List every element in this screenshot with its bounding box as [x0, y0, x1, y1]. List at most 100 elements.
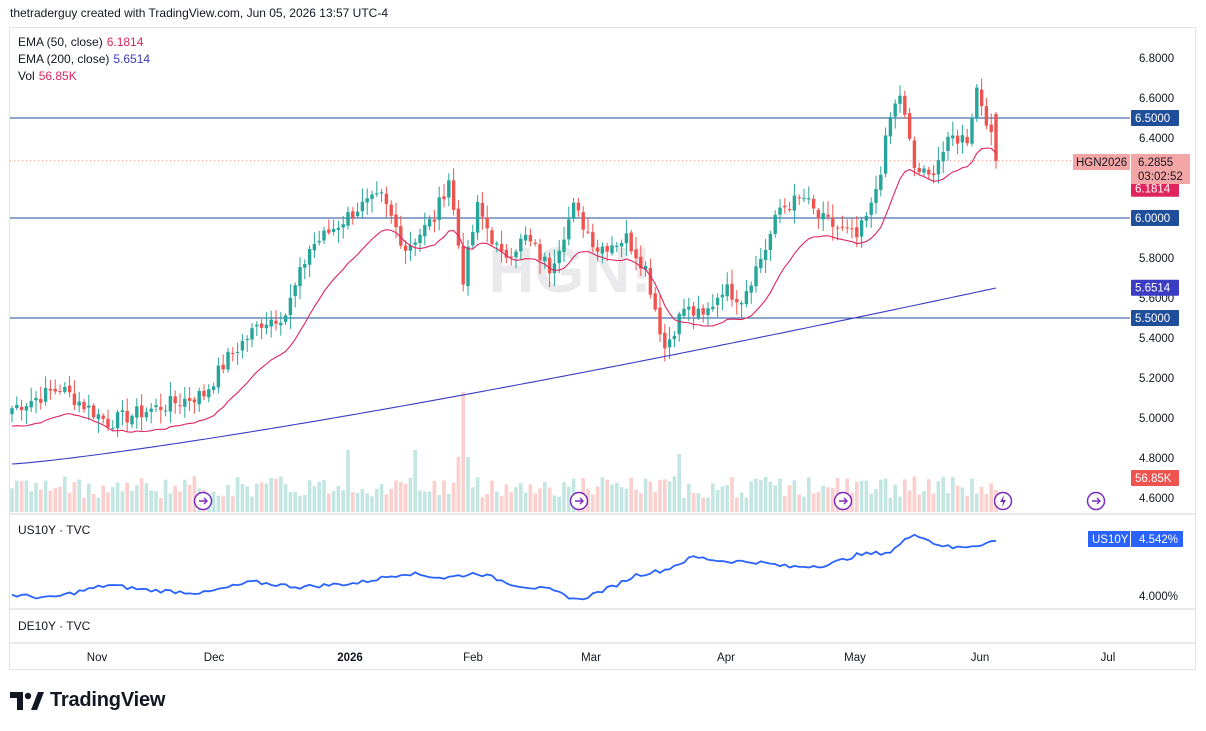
candle-body: [202, 390, 206, 397]
candle-body: [538, 244, 542, 261]
candle-body: [178, 405, 182, 407]
volume-bar: [687, 484, 691, 512]
candle-body: [235, 351, 240, 353]
de10y-pane-title[interactable]: DE10Y · TVC: [18, 619, 91, 633]
candle-body: [365, 198, 369, 203]
candle-body: [101, 415, 105, 419]
candle-body: [423, 225, 427, 237]
time-axis-label: Jun: [971, 652, 990, 664]
volume-bar: [807, 477, 811, 512]
us10y-pane-title[interactable]: US10Y · TVC: [18, 523, 91, 537]
volume-bar: [427, 491, 432, 512]
candle-body: [231, 352, 235, 354]
volume-bar: [778, 478, 782, 512]
candle-body: [135, 406, 139, 418]
volume-bar: [192, 476, 197, 512]
volume-bar: [125, 482, 129, 512]
level-tag-bg: [1131, 110, 1179, 126]
volume-bar: [336, 485, 341, 512]
candle-body: [946, 136, 950, 151]
candle-body: [691, 306, 696, 316]
candle-body: [595, 247, 600, 252]
volume-bar: [72, 482, 77, 512]
volume-bar: [322, 480, 326, 512]
candle-body: [240, 340, 245, 351]
volume-bar: [955, 485, 960, 512]
volume-bar: [528, 484, 533, 512]
candle-body: [466, 246, 470, 287]
volume-bar: [504, 484, 509, 512]
volume-bar: [744, 497, 749, 512]
candle-body: [82, 401, 86, 410]
volume-bar: [159, 497, 163, 512]
candle-body: [43, 387, 48, 402]
ema200-tag: 5.6514: [1135, 283, 1171, 295]
candle-body: [797, 197, 801, 199]
candle-body: [874, 188, 878, 203]
candle-body: [24, 406, 29, 411]
volume-bar: [917, 494, 921, 512]
volume-bar: [298, 495, 302, 512]
candle-body: [504, 249, 509, 258]
candle-body: [29, 400, 33, 408]
volume-bar: [235, 477, 240, 512]
legend-ema200[interactable]: EMA (200, close) 5.6514: [18, 52, 150, 66]
legend-ema50[interactable]: EMA (50, close) 6.1814: [18, 35, 143, 49]
volume-bar: [34, 482, 38, 512]
volume-bar: [144, 483, 149, 512]
volume-bar: [216, 495, 221, 512]
volume-bar: [447, 493, 451, 512]
candle-body: [471, 232, 475, 246]
candle-body: [480, 203, 485, 217]
candle-body: [677, 313, 681, 335]
volume-bar: [946, 493, 950, 512]
candle-body: [259, 323, 264, 328]
candle-body: [379, 192, 384, 194]
candle-body: [120, 410, 125, 413]
candle-body: [706, 308, 710, 316]
candle-body: [571, 202, 576, 219]
candle-body: [955, 135, 960, 144]
volume-bar: [773, 485, 777, 512]
candle-body: [192, 399, 197, 403]
legend-ema200-value: 5.6514: [113, 52, 151, 66]
legend-vol[interactable]: Vol 56.85K: [18, 69, 77, 83]
tradingview-logo[interactable]: TradingView: [10, 689, 165, 712]
us10y-value-tag: 4.542%: [1139, 534, 1178, 546]
candle-body: [610, 245, 614, 254]
candle-body: [658, 307, 662, 335]
price-tick-label: 6.6000: [1139, 93, 1174, 105]
candle-body: [154, 405, 158, 407]
candle-body: [605, 246, 609, 252]
candle-body: [725, 284, 729, 297]
volume-bar: [874, 489, 878, 512]
candle-body: [600, 246, 605, 254]
candle-body: [91, 405, 96, 418]
volume-bar: [115, 482, 120, 512]
candle-body: [672, 335, 677, 340]
volume-bar: [375, 488, 379, 512]
level-tag: 6.5000: [1135, 113, 1170, 125]
legend-ema50-value: 6.1814: [106, 35, 144, 49]
candle-body: [979, 89, 984, 106]
volume-bar: [754, 478, 758, 512]
candle-body: [701, 308, 705, 315]
volume-bar: [610, 484, 614, 512]
volume-bar: [173, 485, 177, 512]
volume-bar: [816, 491, 821, 512]
candle-body: [106, 418, 110, 428]
candle-body: [303, 264, 307, 268]
volume-bar: [293, 491, 297, 512]
candle-body: [845, 227, 849, 229]
candle-body: [984, 106, 989, 126]
candle-body: [624, 233, 629, 244]
candle-body: [720, 294, 725, 298]
volume-bar: [96, 497, 101, 512]
candle-body: [125, 410, 129, 423]
volume-bar: [629, 477, 633, 512]
volume-bar: [783, 496, 787, 512]
volume-bar: [595, 486, 600, 512]
candle-body: [643, 266, 648, 270]
volume-bar: [759, 480, 763, 512]
